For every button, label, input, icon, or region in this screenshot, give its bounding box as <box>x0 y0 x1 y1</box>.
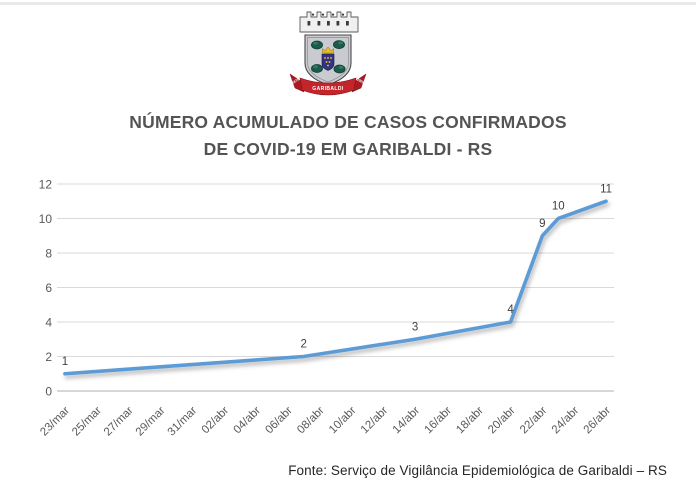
garibaldi-coat-of-arms-icon: 1870 GARIBALDI 1900 <box>289 11 367 96</box>
y-tick-label: 10 <box>39 212 53 226</box>
data-label: 2 <box>300 339 306 351</box>
chart-title-line2: DE COVID-19 EM GARIBALDI - RS <box>203 139 493 159</box>
grape-cluster-icon <box>311 40 323 50</box>
x-tick-label: 20/abr <box>486 405 518 437</box>
source-note: Fonte: Serviço de Vigilância Epidemiológ… <box>288 463 667 478</box>
x-tick-label: 31/mar <box>166 405 200 439</box>
x-tick-label: 25/mar <box>70 405 104 439</box>
data-label: 9 <box>539 218 545 230</box>
y-tick-label: 4 <box>45 316 52 330</box>
mural-crown-icon <box>299 11 359 33</box>
data-label: 4 <box>507 304 514 316</box>
x-tick-label: 02/abr <box>200 405 232 437</box>
gold-crown-icon <box>322 46 334 54</box>
x-tick-label: 06/abr <box>263 405 295 437</box>
x-tick-label: 10/abr <box>327 405 359 437</box>
x-tick-label: 29/mar <box>134 405 168 439</box>
ribbon-city-name: GARIBALDI <box>312 86 344 92</box>
x-tick-label: 14/abr <box>391 405 423 437</box>
x-tick-label: 08/abr <box>295 405 327 437</box>
data-label: 11 <box>600 183 612 195</box>
ribbon-year-left: 1870 <box>291 77 300 84</box>
ribbon-year-right: 1900 <box>356 78 365 85</box>
ribbon: 1870 GARIBALDI 1900 <box>289 73 367 96</box>
x-tick-label: 26/abr <box>582 405 614 437</box>
inner-shield <box>321 53 335 71</box>
data-label: 1 <box>62 356 68 368</box>
chart-title: NÚMERO ACUMULADO DE CASOS CONFIRMADOS DE… <box>0 109 696 163</box>
y-tick-label: 2 <box>45 350 52 364</box>
x-tick-label: 27/mar <box>102 405 136 439</box>
x-tick-label: 12/abr <box>359 405 391 437</box>
data-label: 3 <box>412 321 418 333</box>
y-tick-label: 6 <box>45 281 52 295</box>
y-tick-label: 0 <box>45 385 52 399</box>
x-tick-label: 24/abr <box>550 405 582 437</box>
data-label: 10 <box>552 201 565 213</box>
grape-cluster-icon <box>333 64 346 74</box>
y-tick-label: 12 <box>39 178 53 192</box>
page-top-border <box>0 2 696 5</box>
x-tick-label: 23/mar <box>38 405 72 439</box>
y-tick-label: 8 <box>45 247 52 261</box>
x-tick-label: 18/abr <box>454 405 486 437</box>
x-tick-label: 04/abr <box>232 405 264 437</box>
x-tick-label: 22/abr <box>518 405 550 437</box>
chart-title-line1: NÚMERO ACUMULADO DE CASOS CONFIRMADOS <box>129 112 567 132</box>
grape-cluster-icon <box>311 64 323 73</box>
grape-cluster-icon <box>333 40 345 49</box>
x-tick-label: 16/abr <box>422 405 454 437</box>
cases-line-series <box>63 199 608 376</box>
